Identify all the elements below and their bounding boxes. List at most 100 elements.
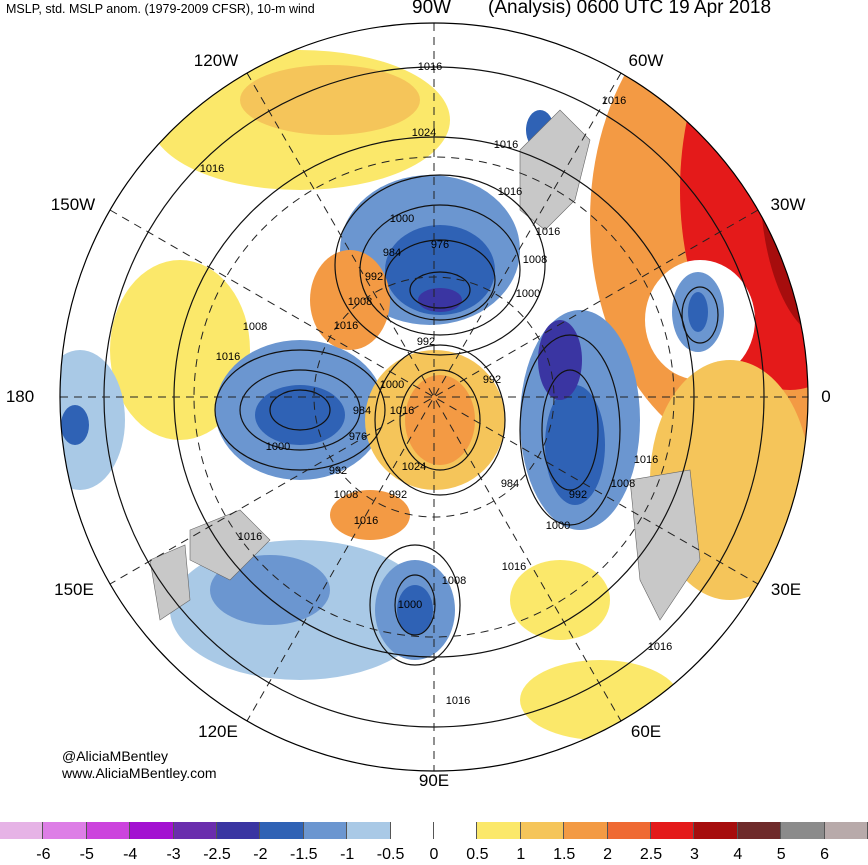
colorbar-tick-label: -0.5 xyxy=(376,846,405,863)
isobar-label: 984 xyxy=(501,478,519,490)
credit-website: www.AliciaMBentley.com xyxy=(62,765,217,781)
colorbar-cell xyxy=(43,822,87,839)
isobar-label: 1008 xyxy=(523,254,547,266)
colorbar-cell xyxy=(390,822,434,839)
isobar-label: 1000 xyxy=(390,213,414,225)
colorbar-cell xyxy=(737,822,782,839)
isobar-label: 984 xyxy=(383,247,401,259)
colorbar-tick-label: -4 xyxy=(123,846,138,863)
colorbar-tick-label: -1.5 xyxy=(290,846,318,863)
isobar-label: 1000 xyxy=(266,441,290,453)
colorbar-cell xyxy=(694,822,738,839)
isobar-label: 1016 xyxy=(446,695,470,707)
colorbar-tick-label: -2.5 xyxy=(203,846,231,863)
isobar-label: 1016 xyxy=(390,405,414,417)
colorbar-tick-label: 2 xyxy=(603,846,613,863)
isobar-label: 992 xyxy=(329,465,347,477)
isobar-label: 1016 xyxy=(498,186,522,198)
lon-label-60w: 60W xyxy=(628,51,664,70)
isobar-label: 1008 xyxy=(334,489,358,501)
isobar-label: 1016 xyxy=(634,454,658,466)
colorbar-tick-label: 1.5 xyxy=(553,846,576,863)
isobar-label: 1024 xyxy=(402,461,426,473)
colorbar-tick-label: 0.5 xyxy=(466,846,489,863)
isobar-label: 992 xyxy=(417,336,435,348)
isobar-label: 976 xyxy=(431,239,449,251)
colorbar-tick-label: -2 xyxy=(253,846,268,863)
colorbar-cell xyxy=(824,822,868,839)
isobar-label: 992 xyxy=(389,489,407,501)
graticule xyxy=(60,23,808,771)
colorbar-cell xyxy=(651,822,695,839)
colorbar-cell xyxy=(477,822,521,839)
isobar-labels: 1016101610241016101610161016100097698499… xyxy=(200,61,672,707)
isobar-label: 1000 xyxy=(516,288,540,300)
colorbar-cell xyxy=(347,822,391,839)
lon-label-180: 180 xyxy=(5,387,35,406)
lon-label-60e: 60E xyxy=(630,722,662,741)
colorbar-cell xyxy=(217,822,261,839)
colorbar-cell xyxy=(520,822,565,839)
colorbar-tick-label: 3 xyxy=(689,846,699,863)
colorbar-cell xyxy=(607,822,651,839)
isobar-label: 1016 xyxy=(334,320,358,332)
colorbar: -6 -5 -4 -3 -2.5 -2 -1.5 -1 -0.5 0 0.5 1 1.5 2 2.5 3 4 5 6 xyxy=(0,822,868,865)
isobar-label: 984 xyxy=(353,405,371,417)
lon-label-90w: 90W xyxy=(412,0,452,18)
isobar-label: 1016 xyxy=(200,163,224,175)
colorbar-tick-label: -5 xyxy=(79,846,94,863)
colorbar-cell xyxy=(303,822,348,839)
isobar-label: 1024 xyxy=(412,127,436,139)
lon-label-30e: 30E xyxy=(770,580,802,599)
isobar-label: 1008 xyxy=(348,296,372,308)
colorbar-cell xyxy=(0,822,44,839)
colorbar-tick-label: 6 xyxy=(820,846,830,863)
isobar-label: 1016 xyxy=(648,641,672,653)
colorbar-tick-label: 4 xyxy=(733,846,743,863)
colorbar-cell xyxy=(564,822,608,839)
isobar-label: 1016 xyxy=(494,139,518,151)
chart-title-right: (Analysis) 0600 UTC 19 Apr 2018 xyxy=(488,0,772,18)
lon-label-30w: 30W xyxy=(770,195,806,214)
lon-label-150e: 150E xyxy=(54,580,94,599)
isobar-label: 1016 xyxy=(536,226,560,238)
colorbar-cell xyxy=(173,822,217,839)
isobar-label: 1008 xyxy=(611,478,635,490)
colorbar-cell xyxy=(130,822,174,839)
colorbar-tick-label: 2.5 xyxy=(639,846,663,863)
colorbar-cell xyxy=(781,822,825,839)
colorbar-tick-label: 0 xyxy=(429,846,439,863)
isobar-label: 1008 xyxy=(442,575,466,587)
isobar-label: 1000 xyxy=(380,379,404,391)
colorbar-cell xyxy=(86,822,131,839)
colorbar-tick-label: 1 xyxy=(516,846,526,863)
isobar-label: 1016 xyxy=(418,61,442,73)
colorbar-cell xyxy=(260,822,304,839)
lon-label-120w: 120W xyxy=(193,51,239,70)
isobar-label: 1016 xyxy=(216,351,240,363)
colorbar-tick-label: 5 xyxy=(776,846,786,863)
isobar-label: 1016 xyxy=(602,95,626,107)
isobar-label: 1008 xyxy=(243,321,267,333)
colorbar-tick-label: -3 xyxy=(166,846,181,863)
credit-twitter: @AliciaMBentley xyxy=(62,748,169,764)
lon-label-150w: 150W xyxy=(50,195,96,214)
lon-label-120e: 120E xyxy=(198,722,238,741)
chart-title-left: MSLP, std. MSLP anom. (1979-2009 CFSR), … xyxy=(6,2,315,16)
map-border xyxy=(59,22,809,772)
isobar-label: 992 xyxy=(365,271,383,283)
isobar-label: 1016 xyxy=(502,561,526,573)
isobar-label: 992 xyxy=(483,374,501,386)
colorbar-tick-label: -6 xyxy=(36,846,51,863)
isobar-label: 1000 xyxy=(546,520,570,532)
isobar-label: 1016 xyxy=(354,515,378,527)
isobar-label: 1000 xyxy=(398,599,422,611)
isobar-label: 992 xyxy=(569,489,587,501)
isobar-label: 976 xyxy=(349,431,367,443)
lon-label-0: 0 xyxy=(821,387,831,406)
isobar-label: 1016 xyxy=(238,531,262,543)
colorbar-tick-label: -1 xyxy=(340,846,355,863)
polar-stereographic-map: 1016101610241016101610161016100097698499… xyxy=(59,22,809,772)
lon-label-90e: 90E xyxy=(418,771,450,790)
colorbar-cell xyxy=(434,822,478,839)
